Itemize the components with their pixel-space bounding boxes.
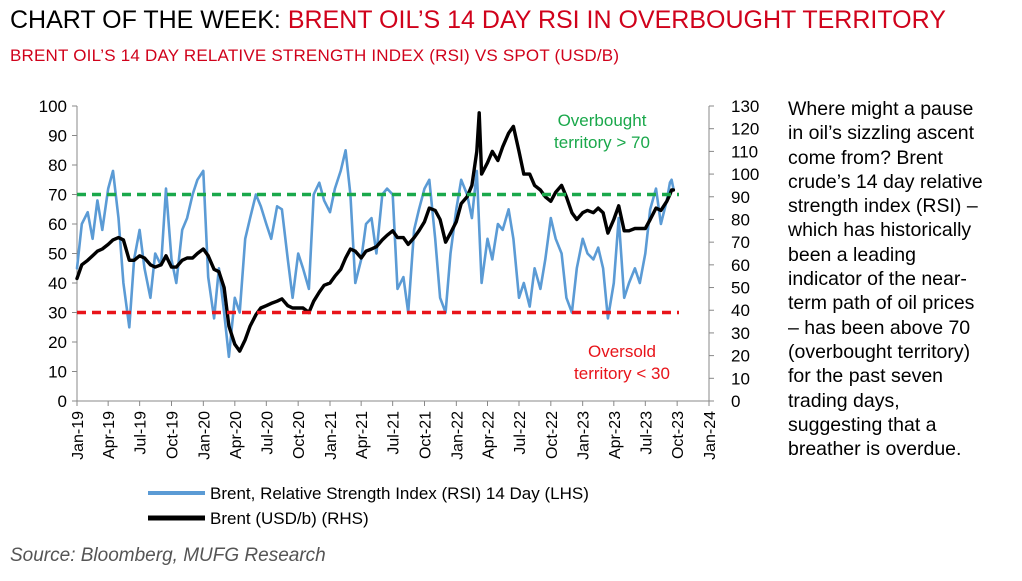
right-tick-label: 130 (731, 97, 759, 116)
commentary-line: – has been above 70 (788, 316, 971, 339)
legend-label: Brent (USD/b) (RHS) (210, 509, 369, 528)
commentary-line: which has historically (788, 219, 972, 242)
x-tick-label: Apr-23 (607, 411, 624, 459)
legend-label: Brent, Relative Strength Index (RSI) 14 … (210, 484, 589, 503)
right-tick-label: 30 (731, 324, 750, 343)
right-tick-label: 10 (731, 369, 750, 388)
x-tick-label: Apr-22 (480, 411, 497, 459)
x-tick-label: Jan-21 (323, 411, 340, 460)
x-tick-label: Oct-23 (670, 411, 687, 459)
left-tick-label: 10 (48, 363, 67, 382)
commentary-line: crude’s 14 day relative (788, 170, 983, 193)
page-title: CHART OF THE WEEK: BRENT OIL’S 14 DAY RS… (10, 6, 946, 35)
rsi-vs-brent-chart: 0 10 20 30 40 50 60 70 80 90 100 0 10 20 30 40 50 60 70 80 9… (39, 97, 760, 528)
title-accent: BRENT OIL’S 14 DAY RSI IN OVERBOUGHT TER… (287, 6, 946, 34)
x-tick-label: Jul-21 (386, 411, 403, 455)
commentary-line: come from? Brent (788, 146, 943, 169)
brent-price-series-line (75, 111, 676, 353)
commentary-line: breather is overdue. (788, 438, 962, 461)
left-tick-label: 20 (48, 333, 67, 352)
commentary-line: strength index (RSI) – (788, 195, 978, 218)
x-tick-label: Jul-22 (512, 411, 529, 455)
left-tick-label: 80 (48, 156, 67, 175)
left-tick-label: 70 (48, 186, 67, 205)
right-tick-label: 120 (731, 120, 759, 139)
right-tick-label: 100 (731, 165, 759, 184)
x-tick-label: Oct-21 (417, 411, 434, 459)
commentary-line: (overbought territory) (788, 340, 971, 363)
rsi-series-line (75, 149, 675, 359)
x-tick-label: Jan-22 (449, 411, 466, 460)
oversold-label: Oversold (588, 342, 656, 361)
right-tick-label: 90 (731, 188, 750, 207)
source-note: Source: Bloomberg, MUFG Research (10, 545, 326, 566)
x-tick-label: Oct-22 (544, 411, 561, 459)
x-tick-label: Jul-19 (133, 411, 150, 455)
x-tick-label: Jan-19 (70, 411, 87, 460)
commentary-line: for the past seven (788, 365, 944, 388)
x-tick-label: Apr-19 (101, 411, 118, 459)
left-tick-label: 30 (48, 304, 67, 323)
x-tick-label: Jul-23 (638, 411, 655, 455)
x-tick-label: Jan-20 (196, 411, 213, 460)
x-tick-label: Oct-20 (291, 411, 308, 459)
x-tick-label: Jan-24 (702, 411, 719, 460)
chart-subtitle: BRENT OIL’S 14 DAY RELATIVE STRENGTH IND… (10, 46, 620, 65)
right-tick-label: 0 (731, 392, 740, 411)
left-tick-label: 40 (48, 274, 67, 293)
oversold-label: territory < 30 (574, 364, 670, 383)
right-tick-label: 60 (731, 256, 750, 275)
left-tick-label: 100 (39, 97, 67, 116)
title-prefix: CHART OF THE WEEK: (10, 6, 288, 34)
right-tick-label: 110 (731, 142, 758, 161)
commentary-line: in oil’s sizzling ascent (788, 122, 975, 145)
right-tick-label: 70 (731, 233, 750, 252)
x-tick-label: Apr-20 (228, 411, 245, 459)
x-tick-label: Jan-23 (576, 411, 593, 460)
overbought-label: Overbought (558, 111, 647, 130)
right-tick-label: 80 (731, 210, 750, 229)
commentary-line: trading days, (788, 389, 900, 412)
right-tick-label: 40 (731, 301, 750, 320)
commentary-line: term path of oil prices (788, 292, 975, 315)
x-tick-label: Apr-21 (354, 411, 371, 459)
left-tick-label: 60 (48, 215, 67, 234)
commentary-line: been a leading (788, 243, 916, 266)
left-tick-label: 50 (48, 245, 67, 264)
right-tick-label: 50 (731, 279, 750, 298)
left-tick-label: 90 (48, 127, 67, 146)
right-tick-label: 20 (731, 347, 750, 366)
commentary-line: Where might a pause (788, 98, 974, 120)
commentary-line: indicator of the near- (788, 268, 967, 291)
x-tick-label: Oct-19 (164, 411, 181, 459)
overbought-label: territory > 70 (554, 133, 650, 152)
left-tick-label: 0 (58, 392, 67, 411)
x-tick-label: Jul-20 (259, 411, 276, 455)
commentary-line: suggesting that a (788, 413, 937, 436)
commentary-text: Where might a pause in oil’s sizzling asc… (788, 97, 1018, 461)
